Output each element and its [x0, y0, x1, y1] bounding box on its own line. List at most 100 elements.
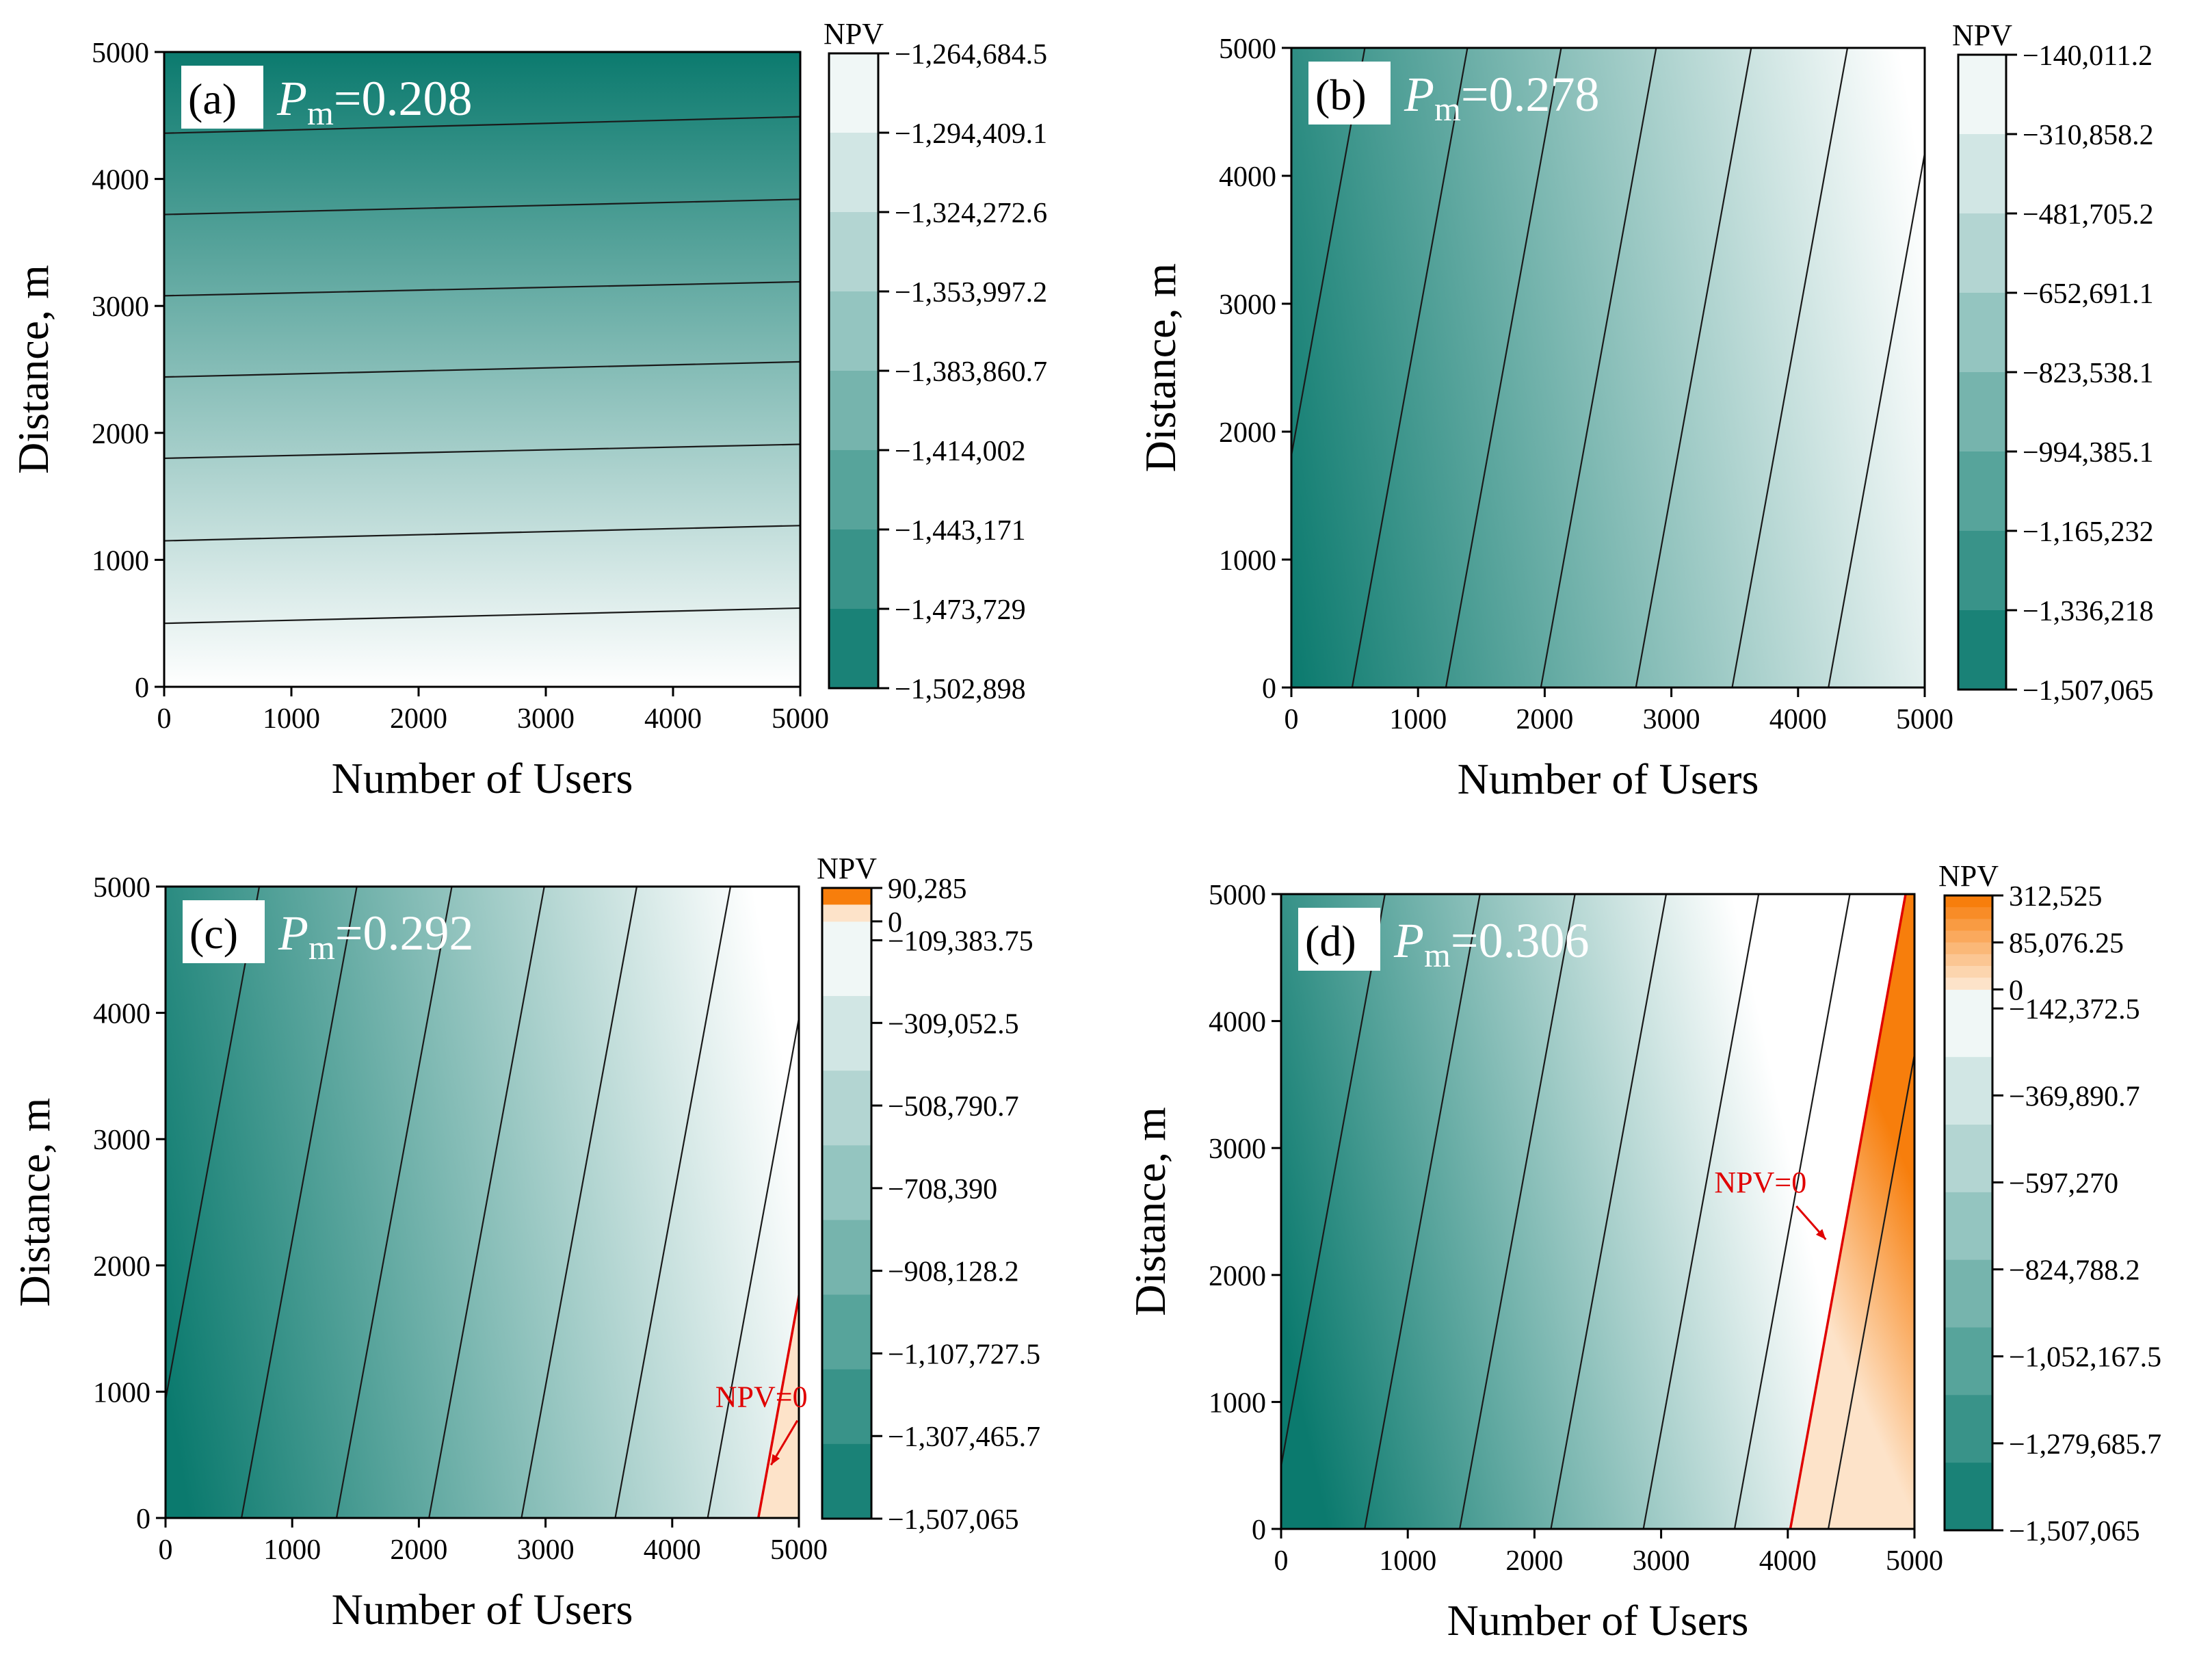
contour-line: [164, 116, 800, 134]
contour-line: [1540, 48, 1657, 688]
colorbar-band: [829, 53, 878, 133]
y-tick-label: 1000: [1209, 1387, 1266, 1419]
x-tick-label: 3000: [517, 1534, 575, 1566]
panel-letter: (d): [1305, 917, 1356, 965]
colorbar-band: [1958, 213, 2006, 293]
colorbar-tick-label: −1,414,002: [895, 436, 1026, 467]
colorbar-tick-label: −708,390: [888, 1174, 997, 1205]
npv-zero-label: NPV=0: [1714, 1166, 1806, 1199]
colorbar-band: [1958, 134, 2006, 214]
x-tick-label: 1000: [263, 1534, 321, 1566]
colorbar-tick-label: −1,443,171: [895, 515, 1026, 547]
colorbar-title: NPV: [1952, 18, 2012, 52]
pm-value: =0.208: [334, 71, 473, 126]
colorbar-band: [829, 529, 878, 610]
contour-line: [1459, 894, 1576, 1529]
x-tick-label: 0: [1285, 704, 1299, 735]
colorbar-tick-label: −1,383,860.7: [895, 356, 1047, 388]
y-tick-label: 2000: [1209, 1261, 1266, 1292]
contour-line: [164, 280, 800, 297]
colorbar-band: [1945, 1463, 1992, 1531]
colorbar-band: [1958, 372, 2006, 452]
colorbar-tick-label: −994,385.1: [2023, 437, 2154, 469]
npv-zero-label: NPV=0: [715, 1380, 808, 1414]
colorbar-tick-label: −1,052,167.5: [2009, 1342, 2161, 1374]
colorbar-tick-label: −1,502,898: [895, 674, 1026, 705]
plot-area: [166, 887, 799, 1518]
x-tick-label: 2000: [1505, 1545, 1563, 1577]
panel-tag: (a): [181, 66, 263, 129]
x-tick-label: 5000: [772, 703, 829, 735]
contour-line: [164, 525, 800, 542]
y-tick-label: 4000: [1219, 161, 1276, 193]
panel-d: 0 1000 2000 3000 4000 5000 0 1000 2000 3000 4000 5…: [1126, 859, 2161, 1645]
colorbar-band: [829, 291, 878, 371]
x-tick-label: 2000: [390, 1534, 447, 1566]
contour-line: [1445, 48, 1562, 688]
contour-line: [164, 607, 800, 625]
x-tick-label: 0: [159, 1534, 173, 1566]
y-tick-label: 1000: [93, 1377, 150, 1409]
pm-label: Pm=0.278: [1404, 67, 1600, 128]
pm-label: Pm=0.208: [276, 71, 473, 132]
colorbar-tick-label: −652,691.1: [2023, 278, 2154, 310]
colorbar-band: [822, 1294, 871, 1370]
panel-a: 0 1000 2000 3000 4000 5000 0 1000 2000 3000 4000 5…: [9, 17, 1047, 802]
panel-b: 0 1000 2000 3000 4000 5000 0 1000 2000 3000 4000 5…: [1136, 18, 2154, 803]
colorbar-title: NPV: [824, 17, 884, 51]
y-axis-label: Distance, m: [10, 1098, 59, 1307]
x-tick-label: 5000: [770, 1534, 828, 1566]
colorbar-band: [1945, 1057, 1992, 1125]
colorbar-band: [1945, 1259, 1992, 1328]
pm-symbol: P: [1404, 67, 1434, 122]
colorbar-tick-label: −824,788.2: [2009, 1255, 2140, 1287]
panel-tag: (b): [1308, 62, 1391, 125]
y-tick-label: 4000: [92, 165, 149, 196]
colorbar-band-positive: [1945, 942, 1992, 955]
colorbar-tick-label: −1,507,065: [2023, 675, 2154, 707]
x-tick-label: 3000: [517, 703, 575, 735]
x-tick-label: 3000: [1633, 1545, 1690, 1577]
x-tick-label: 0: [1274, 1545, 1289, 1577]
colorbar-band: [822, 1443, 871, 1519]
colorbar-band: [829, 450, 878, 530]
colorbar-tick-label: −508,790.7: [888, 1091, 1019, 1123]
colorbar-tick-label: 90,285: [888, 874, 967, 905]
colorbar-title: NPV: [817, 852, 877, 885]
colorbar-band-positive: [1945, 895, 1992, 908]
npv-zero-line: [1789, 894, 1907, 1529]
colorbar-band: [822, 921, 871, 997]
panel-letter: (c): [189, 909, 238, 958]
colorbar-band: [1958, 293, 2006, 373]
colorbar-tick-label: −140,011.2: [2023, 40, 2152, 72]
colorbar-band: [1958, 55, 2006, 135]
y-tick-label: 5000: [93, 872, 150, 904]
colorbar-band: [829, 609, 878, 689]
pm-symbol: P: [278, 906, 308, 960]
colorbar-band-positive: [1945, 978, 1992, 990]
colorbar-band-positive: [1945, 930, 1992, 943]
colorbar-band: [822, 1071, 871, 1146]
x-tick-label: 3000: [1643, 704, 1700, 735]
y-tick-label: 1000: [92, 545, 149, 577]
x-tick-label: 2000: [1516, 704, 1573, 735]
x-tick-label: 5000: [1896, 704, 1953, 735]
x-axis-label: Number of Users: [332, 1585, 633, 1634]
pm-symbol: P: [276, 71, 307, 126]
pm-symbol: P: [1393, 913, 1424, 968]
colorbar-tick-label: −823,538.1: [2023, 358, 2154, 389]
y-tick-label: 3000: [1219, 289, 1276, 321]
y-tick-label: 2000: [93, 1251, 150, 1283]
colorbar-tick-label: −142,372.5: [2009, 994, 2140, 1025]
colorbar-tick-label: −1,336,218: [2023, 596, 2154, 627]
colorbar-band: [1958, 451, 2006, 532]
x-tick-label: 4000: [1769, 704, 1827, 735]
colorbar-tick-label: −310,858.2: [2023, 120, 2154, 151]
colorbar-band: [1958, 531, 2006, 611]
x-tick-label: 1000: [263, 703, 320, 735]
plot-area: [1291, 48, 1925, 688]
colorbar-tick-label: −597,270: [2009, 1168, 2118, 1199]
contour-line: [1291, 48, 1366, 460]
pm-value: =0.278: [1461, 67, 1600, 122]
